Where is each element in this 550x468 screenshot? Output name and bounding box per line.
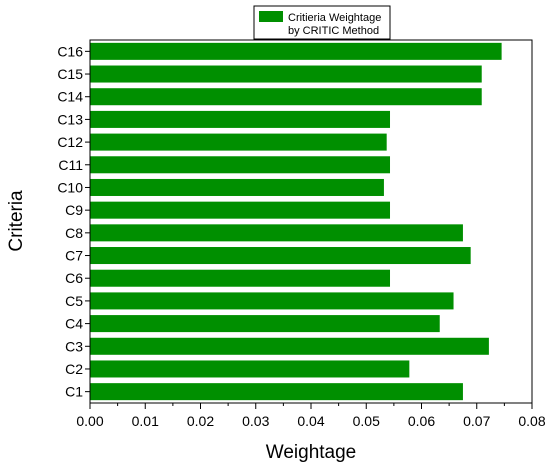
x-axis-ticks: 0.00 0.01 0.02 0.03 0.04 0.05 0.06 0.07 0.08 bbox=[76, 403, 546, 429]
x-tick-label: 0.00 bbox=[76, 413, 103, 429]
y-tick-label: C7 bbox=[65, 248, 83, 264]
y-tick-label: C1 bbox=[65, 384, 83, 400]
y-tick-label: C8 bbox=[65, 225, 83, 241]
legend-swatch bbox=[259, 11, 283, 22]
x-tick-label: 0.03 bbox=[242, 413, 269, 429]
legend-label-line1: Critieria Weightage bbox=[288, 12, 381, 24]
x-tick-label: 0.02 bbox=[187, 413, 214, 429]
bar-c4 bbox=[90, 315, 440, 333]
bar-c11 bbox=[90, 156, 391, 174]
x-tick-label: 0.07 bbox=[463, 413, 490, 429]
y-tick-label: C12 bbox=[57, 134, 83, 150]
bars-group bbox=[90, 42, 502, 401]
x-tick-label: 0.04 bbox=[297, 413, 324, 429]
y-tick-label: C3 bbox=[65, 338, 83, 354]
bar-c7 bbox=[90, 247, 471, 265]
bar-c6 bbox=[90, 269, 391, 287]
y-tick-label: C13 bbox=[57, 111, 83, 127]
bar-c2 bbox=[90, 360, 410, 378]
bar-c14 bbox=[90, 88, 482, 106]
y-axis-title: Criteria bbox=[6, 190, 27, 252]
bar-c16 bbox=[90, 42, 502, 60]
y-axis-ticks: C1 C2 C3 C4 C5 C6 C7 C8 C9 C10 C11 C12 C13 C14 C15 C16 bbox=[57, 43, 90, 400]
bar-c5 bbox=[90, 292, 454, 310]
bar-c3 bbox=[90, 337, 489, 355]
bar-c12 bbox=[90, 133, 387, 151]
y-tick-label: C5 bbox=[65, 293, 83, 309]
y-tick-label: C4 bbox=[65, 316, 83, 332]
x-axis-title: Weightage bbox=[266, 442, 357, 463]
bar-c1 bbox=[90, 383, 463, 401]
y-tick-label: C6 bbox=[65, 270, 83, 286]
bar-c13 bbox=[90, 110, 391, 128]
y-tick-label: C10 bbox=[57, 179, 83, 195]
bar-c8 bbox=[90, 224, 463, 242]
bar-c9 bbox=[90, 201, 391, 219]
x-tick-label: 0.06 bbox=[408, 413, 435, 429]
y-tick-label: C2 bbox=[65, 361, 83, 377]
legend-label-line2: by CRITIC Method bbox=[288, 25, 379, 37]
x-tick-label: 0.01 bbox=[132, 413, 159, 429]
y-tick-label: C14 bbox=[57, 89, 83, 105]
plot-frame bbox=[89, 39, 533, 404]
y-tick-label: C9 bbox=[65, 202, 83, 218]
x-tick-label: 0.05 bbox=[353, 413, 380, 429]
y-tick-label: C11 bbox=[58, 157, 83, 173]
bar-c10 bbox=[90, 178, 384, 196]
x-tick-label: 0.08 bbox=[518, 413, 545, 429]
y-tick-label: C15 bbox=[57, 66, 83, 82]
bar-c15 bbox=[90, 65, 482, 83]
y-tick-label: C16 bbox=[57, 43, 83, 59]
legend: Critieria Weightage by CRITIC Method bbox=[253, 5, 391, 40]
